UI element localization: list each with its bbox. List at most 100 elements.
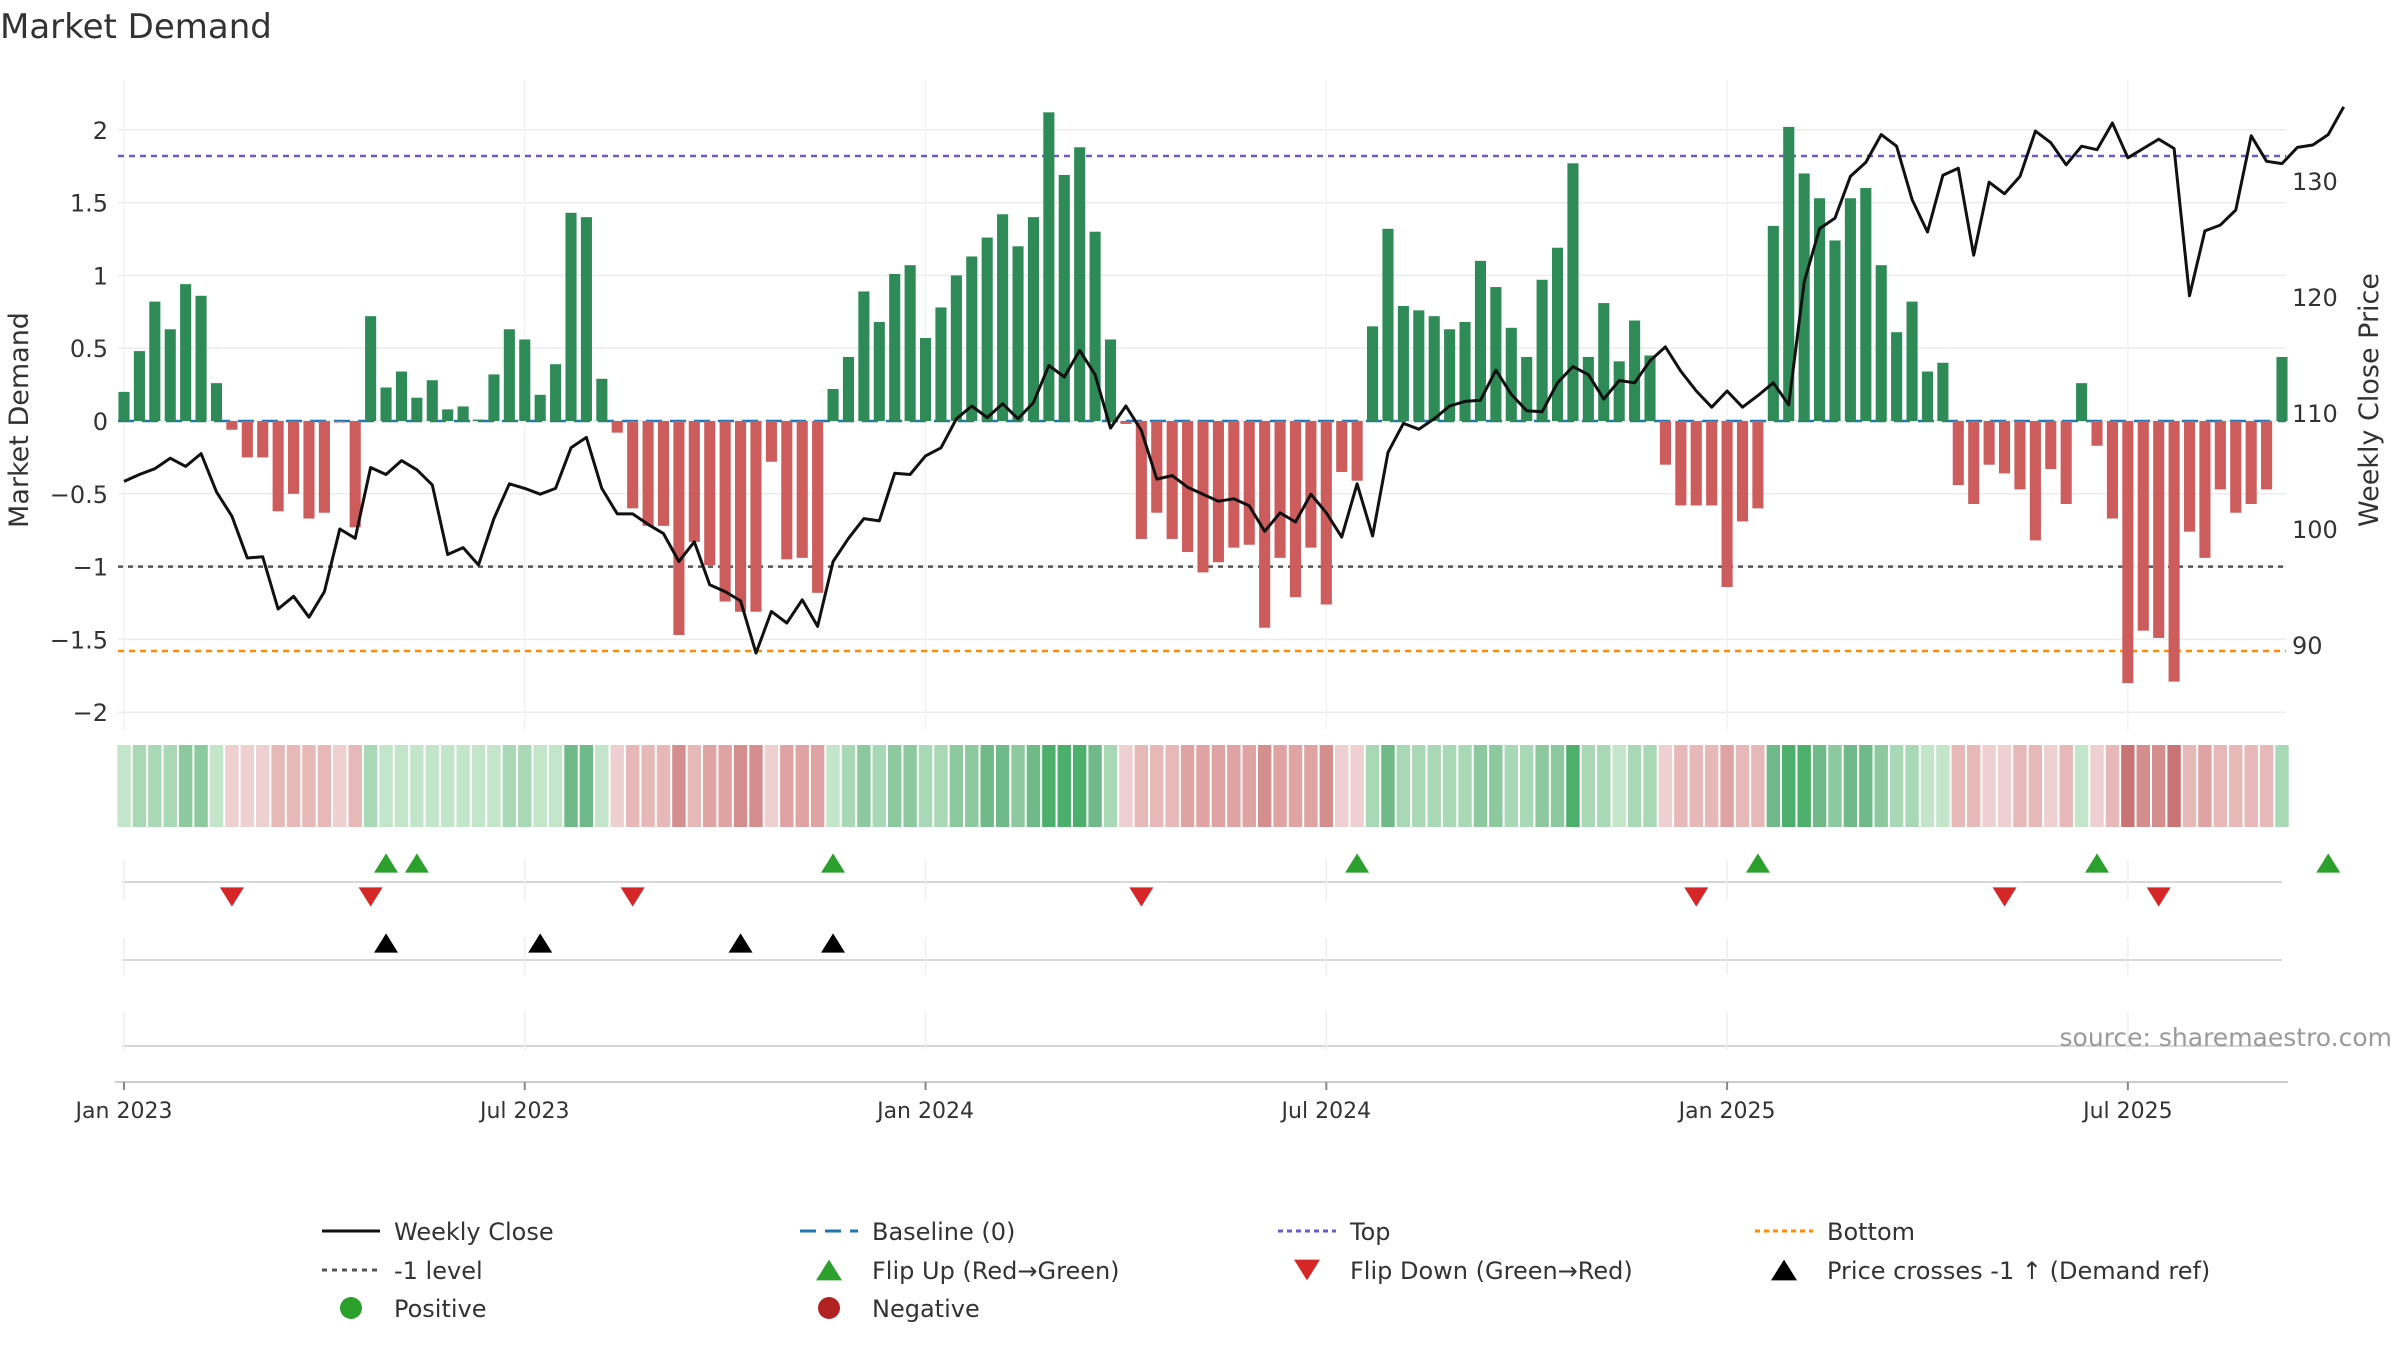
flip-up-marker — [404, 853, 429, 873]
demand-bar — [997, 214, 1009, 421]
strip-cell — [1150, 745, 1164, 827]
demand-bar — [534, 394, 546, 421]
flip-down-marker — [1129, 887, 1154, 907]
flip-down-marker — [2146, 887, 2171, 907]
strip-cell — [888, 745, 902, 827]
strip-cell — [271, 745, 285, 827]
strip-cell — [903, 745, 917, 827]
demand-bar — [519, 339, 531, 421]
demand-bar — [642, 421, 654, 526]
strip-cell — [1134, 745, 1149, 827]
demand-bar — [503, 329, 515, 421]
strip-cell — [2074, 745, 2089, 827]
strip-cell — [857, 745, 871, 827]
demand-bar — [1367, 326, 1379, 421]
strip-cell — [1627, 745, 1642, 827]
strip-cell — [240, 745, 255, 827]
demand-bar — [580, 217, 592, 421]
strip-cell — [1396, 745, 1411, 827]
legend-label: Top — [1349, 1218, 1391, 1246]
demand-bar — [1521, 356, 1533, 421]
flip-up-marker — [1745, 853, 1770, 873]
demand-bar — [1706, 421, 1718, 506]
flip-up-marker — [374, 853, 399, 873]
demand-bar — [2076, 383, 2088, 421]
strip-cell — [348, 745, 362, 827]
demand-bar — [1274, 421, 1286, 558]
y-tick-left: −1 — [73, 554, 108, 582]
demand-bar — [735, 421, 747, 612]
demand-bar — [272, 421, 284, 512]
strip-cell — [2136, 745, 2150, 827]
strip-cell — [1072, 745, 1087, 827]
strip-cell — [595, 745, 609, 827]
legend-label: Price crosses -1 ↑ (Demand ref) — [1827, 1257, 2210, 1285]
strip-cell — [1011, 745, 1025, 827]
demand-bar — [210, 383, 223, 421]
strip-cell — [1273, 745, 1287, 827]
strip-cell — [1319, 745, 1334, 827]
y-tick-right: 120 — [2292, 284, 2338, 312]
strip-cell — [1936, 745, 1950, 827]
strip-cell — [286, 745, 301, 827]
strip-cell — [841, 745, 856, 827]
strip-cell — [394, 745, 409, 827]
strip-cell — [826, 745, 840, 827]
demand-bar — [1351, 421, 1363, 481]
strip-cell — [163, 745, 177, 827]
strip-cell — [1242, 745, 1256, 827]
y-tick-left: 0 — [93, 408, 108, 436]
strip-cell — [2275, 745, 2289, 827]
strip-cell — [764, 745, 779, 827]
strip-cell — [1612, 745, 1626, 827]
strip-cell — [2013, 745, 2027, 827]
strip-cell — [440, 745, 455, 827]
legend-label: Flip Down (Green→Red) — [1350, 1257, 1633, 1285]
strip-cell — [117, 745, 131, 827]
strip-cell — [656, 745, 671, 827]
strip-cell — [1905, 745, 1919, 827]
strip-cell — [1057, 745, 1071, 827]
y-axis-label-right: Weekly Close Price — [2354, 273, 2385, 527]
strip-cell — [718, 745, 732, 827]
demand-bar — [457, 406, 469, 421]
flip-down-marker — [1684, 887, 1709, 907]
strip-cell — [1042, 745, 1056, 827]
strip-cell — [1288, 745, 1303, 827]
chart-title: Market Demand — [0, 7, 272, 47]
strip-cell — [471, 745, 486, 827]
demand-bar — [411, 397, 423, 421]
legend-icon-cross — [1771, 1259, 1797, 1281]
strip-cell — [1766, 745, 1781, 827]
demand-bar — [1798, 173, 1810, 421]
legend-triangle — [1294, 1259, 1320, 1281]
strip-cell — [1427, 745, 1441, 827]
strip-cell — [502, 745, 517, 827]
legend-icon-negative — [818, 1297, 840, 1319]
demand-bar — [596, 378, 608, 421]
strip-cell — [1489, 745, 1503, 827]
strip-cell — [1859, 745, 1873, 827]
y-tick-left: 1 — [93, 262, 108, 290]
demand-bar — [2122, 421, 2134, 684]
y-tick-left: 1.5 — [70, 190, 108, 218]
event-marker-rows — [122, 853, 2341, 1050]
strip-cell — [1967, 745, 1981, 827]
demand-bar — [2106, 421, 2118, 519]
demand-bar — [904, 265, 916, 421]
demand-bar — [1336, 421, 1348, 472]
demand-bar — [1829, 240, 1841, 421]
strip-cell — [1365, 745, 1380, 827]
demand-bar — [303, 421, 315, 519]
y-axes: 2 1.5 1 0.5 0 −0.5 −1 −1.5 −2 130 120 110 100 90 — [50, 117, 2338, 727]
legend-label: Positive — [394, 1295, 487, 1323]
strip-cell — [564, 745, 578, 827]
price-cross-marker — [374, 933, 399, 953]
strip-cell — [1504, 745, 1518, 827]
strip-cell — [918, 745, 933, 827]
strip-cell — [1704, 745, 1719, 827]
strip-cell — [2244, 745, 2258, 827]
demand-bar — [2029, 421, 2041, 541]
demand-bar — [1921, 371, 1934, 421]
